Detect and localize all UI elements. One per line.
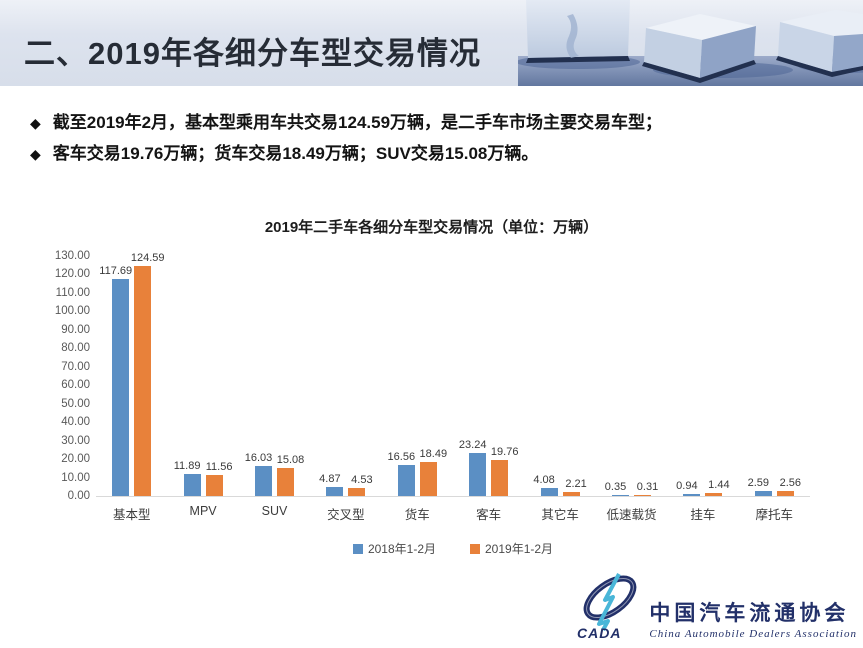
bar-value-label: 19.76	[490, 445, 519, 458]
chart-legend: 2018年1-2月 2019年1-2月	[96, 540, 810, 557]
bar-series2	[634, 495, 651, 496]
bullet-text: 截至2019年2月，基本型乘用车共交易124.59万辆，是二手车市场主要交易车型…	[52, 113, 663, 132]
x-axis-labels: 基本型 MPV SUV 交叉型 货车 客车 其它车 低速载货 挂车 摩托车	[96, 504, 810, 522]
legend-label: 2019年1-2月	[485, 542, 554, 556]
y-axis-tick-label: 80.00	[61, 342, 90, 355]
y-axis-tick-label: 120.00	[54, 268, 90, 281]
bar-series1	[612, 495, 629, 496]
bar-series2	[705, 493, 723, 496]
y-axis-tick-label: 100.00	[54, 305, 90, 318]
bullet-text: 客车交易19.76万辆；货车交易18.49万辆；SUV交易15.08万辆。	[52, 144, 539, 163]
bar-series2	[277, 468, 294, 496]
bar-series2	[491, 459, 509, 496]
bar-series1	[397, 465, 415, 496]
bar-series1	[754, 491, 772, 496]
bar-value-label: 117.69	[99, 264, 133, 277]
category-label: 交叉型	[327, 508, 365, 522]
y-axis-tick-label: 60.00	[61, 379, 90, 392]
category-label: 低速载货	[606, 508, 657, 522]
legend-item: 2018年1-2月	[352, 540, 436, 557]
bar-value-label: 2.56	[779, 477, 801, 490]
bar-value-label: 1.44	[708, 479, 730, 492]
cada-emblem-icon: CADA	[577, 573, 637, 641]
legend-swatch-icon	[470, 543, 480, 554]
bar-series1	[540, 488, 558, 496]
cada-logo: CADA 中国汽车流通协会 China Automobile Dealers A…	[575, 570, 857, 642]
bullet-item: ◆ 截至2019年2月，基本型乘用车共交易124.59万辆，是二手车市场主要交易…	[30, 112, 662, 134]
y-axis-tick-label: 130.00	[54, 250, 90, 262]
bar-value-label: 2.21	[565, 477, 587, 490]
bar-value-label: 4.08	[533, 474, 555, 487]
bar-value-label: 0.31	[636, 481, 659, 493]
bar-value-label: 4.87	[319, 473, 341, 486]
bullet-item: ◆ 客车交易19.76万辆；货车交易18.49万辆；SUV交易15.08万辆。	[30, 143, 538, 165]
header-banner: 二、2019年各细分车型交易情况	[0, 0, 863, 86]
svg-text:CADA: CADA	[577, 625, 621, 641]
y-axis-tick-label: 110.00	[55, 286, 90, 299]
bar-value-label: 124.59	[130, 252, 165, 264]
diamond-bullet-icon: ◆	[30, 146, 41, 162]
category-label: 货车	[404, 508, 430, 522]
bar-value-label: 4.53	[351, 473, 373, 486]
plot-area: 117.69 124.59 11.89 11.56 16.03 15.08 4.87 4.53…	[96, 252, 810, 497]
bar-series1	[469, 453, 487, 496]
chart-title: 2019年二手车各细分车型交易情况（单位：万辆）	[264, 219, 599, 236]
legend-label: 2018年1-2月	[367, 542, 436, 556]
category-label: 摩托车	[755, 508, 794, 522]
bar-value-label: 0.94	[676, 480, 698, 493]
category-label: MPV	[189, 504, 217, 518]
bar-series2	[776, 491, 794, 496]
bar-value-label: 11.89	[173, 460, 201, 473]
y-axis-tick-label: 30.00	[61, 434, 90, 447]
legend-item: 2019年1-2月	[470, 540, 553, 557]
bar-series1	[255, 466, 272, 496]
y-axis-tick-label: 40.00	[61, 416, 90, 429]
bar-value-label: 18.49	[419, 447, 448, 460]
y-axis-tick-label: 0.00	[67, 490, 90, 502]
y-axis: 0.00 10.00 20.00 30.00 40.00 50.00 60.00 70.00 8…	[30, 0, 90, 648]
category-label: 挂车	[690, 508, 716, 522]
legend-swatch-icon	[352, 543, 363, 554]
category-label: 其它车	[541, 508, 579, 522]
y-axis-tick-label: 90.00	[61, 323, 90, 336]
bar-series1	[183, 474, 201, 496]
bar-series1	[683, 494, 701, 496]
category-label: SUV	[261, 504, 288, 518]
bar-value-label: 11.56	[205, 460, 233, 473]
bar-value-label: 23.24	[458, 439, 487, 452]
bar-series2	[134, 266, 152, 496]
category-label: 基本型	[112, 508, 151, 522]
y-axis-tick-label: 10.00	[61, 471, 90, 484]
page-title: 二、2019年各细分车型交易情况	[24, 36, 481, 71]
logo-name-chinese: 中国汽车流通协会	[649, 601, 850, 625]
category-label: 客车	[476, 508, 502, 522]
bar-value-label: 16.03	[244, 452, 273, 465]
logo-name-english: China Automobile Dealers Association	[649, 628, 857, 640]
bar-series2	[419, 461, 437, 496]
decorative-cubes-image	[518, 0, 863, 86]
bar-series2	[562, 491, 580, 496]
diamond-bullet-icon: ◆	[30, 115, 41, 131]
bar-value-label: 15.08	[276, 454, 305, 467]
y-axis-tick-label: 20.00	[61, 453, 90, 466]
y-axis-tick-label: 70.00	[61, 360, 90, 373]
bar-value-label: 16.56	[387, 451, 416, 464]
y-axis-tick-label: 50.00	[61, 397, 90, 410]
bar-value-label: 0.35	[604, 481, 627, 493]
bar-value-label: 2.59	[747, 477, 769, 490]
bar-series2	[348, 487, 366, 496]
bar-series2	[205, 474, 223, 496]
bar-series1	[326, 487, 344, 496]
bar-series1	[112, 278, 130, 496]
